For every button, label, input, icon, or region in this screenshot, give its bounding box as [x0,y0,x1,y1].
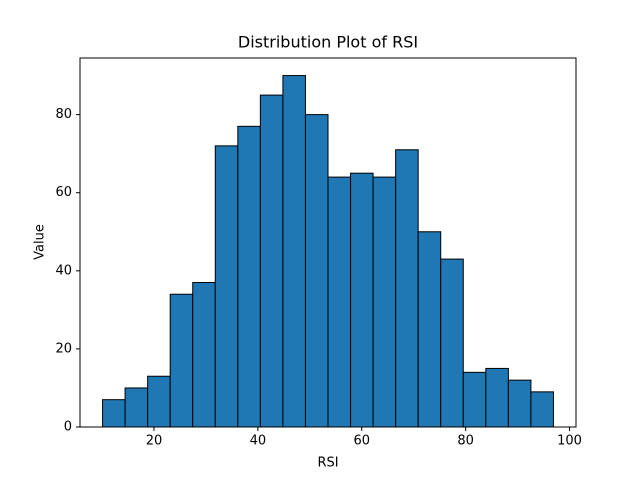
bar [462,371,487,428]
plot-frame [79,57,577,428]
bar [192,282,216,428]
x-tick-label: 80 [457,434,474,449]
y-tick-label: 80 [55,107,72,122]
bar [304,114,329,428]
bar [350,172,374,428]
y-tick-label: 20 [55,341,72,356]
bar [440,258,464,428]
y-tick-label: 40 [55,263,72,278]
x-tick-label: 40 [250,434,267,449]
x-tick-label: 60 [353,434,370,449]
x-tick-label: 100 [557,434,582,449]
bar [102,399,126,428]
x-axis-label: RSI [317,456,338,471]
bar [507,379,532,428]
bar [417,231,442,428]
bar [282,75,306,428]
y-axis-label: Value [33,224,48,260]
bar [124,387,149,428]
bar [169,293,194,428]
bar [395,149,419,428]
bar [214,145,239,428]
y-tick-label: 60 [55,185,72,200]
bar [530,391,554,428]
bar [485,367,509,428]
bar [147,375,171,428]
bar [372,176,397,428]
bar [259,94,284,428]
x-tick-label: 20 [146,434,163,449]
bar [327,176,352,428]
y-tick-label: 0 [64,420,72,435]
bar [237,125,261,428]
chart-title: Distribution Plot of RSI [238,33,418,52]
